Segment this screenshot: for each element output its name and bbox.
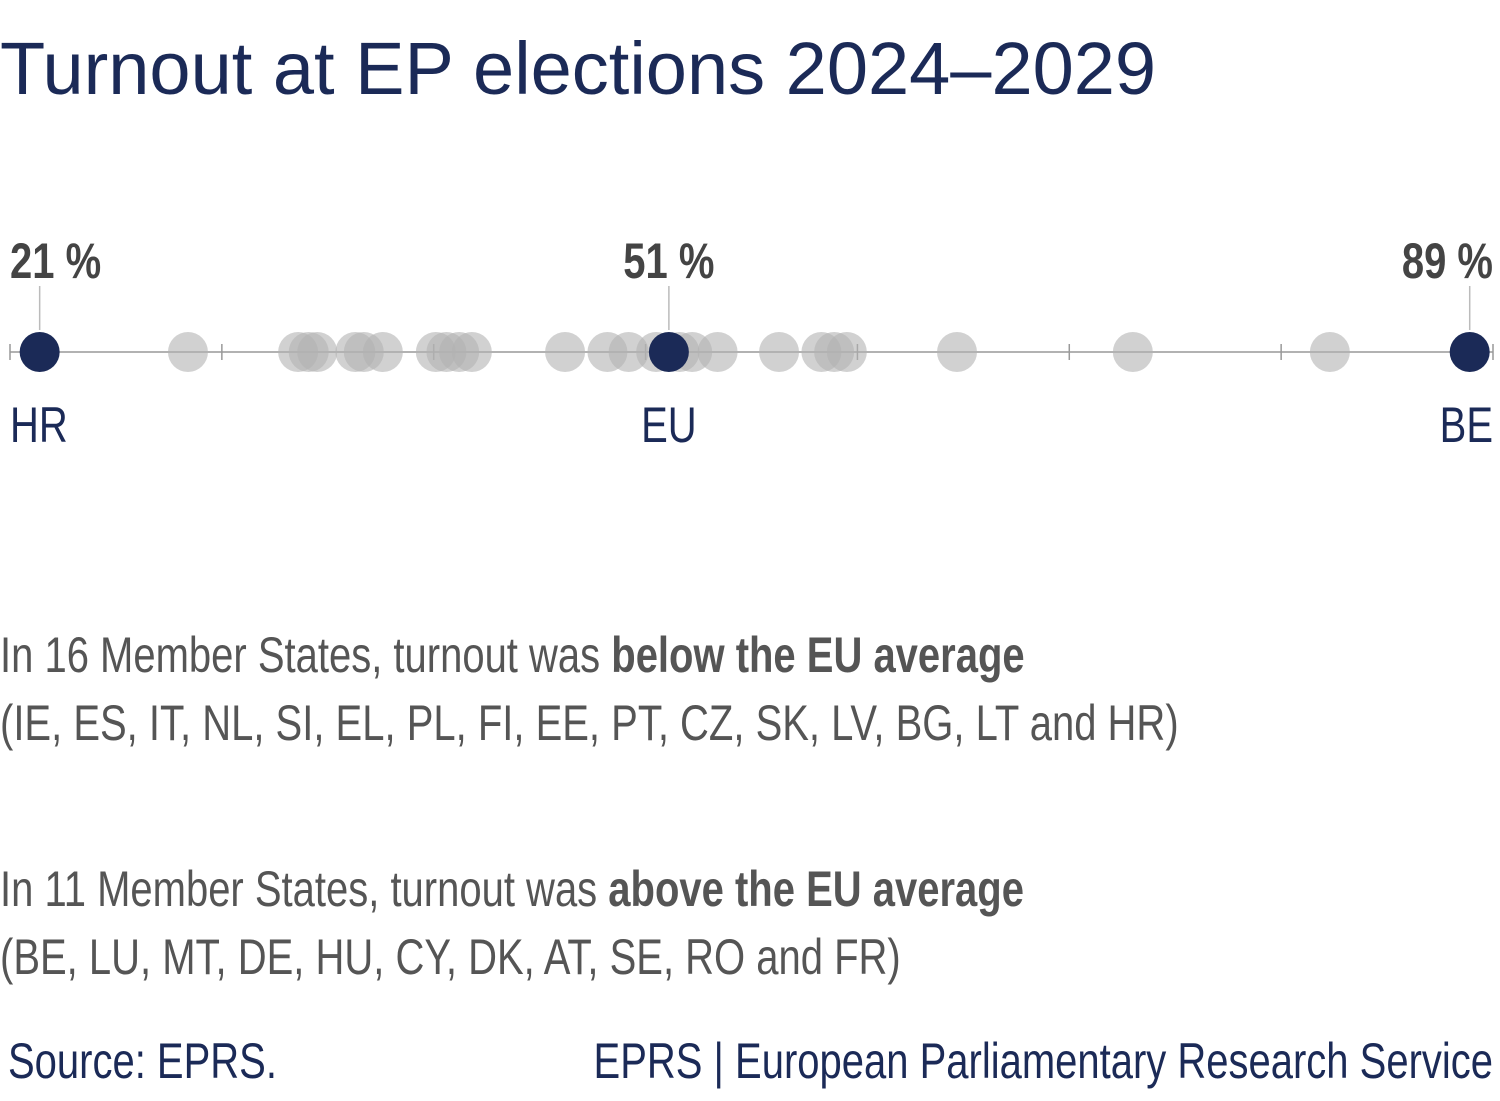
- highlight-dot: [648, 332, 689, 372]
- note-emphasis: above the EU average: [608, 861, 1024, 917]
- country-dot: [1309, 332, 1350, 372]
- category-label: EU: [641, 397, 697, 453]
- note-text: In 16 Member States, turnout was below t…: [0, 627, 1025, 683]
- country-dot: [297, 332, 338, 372]
- note-list: (BE, LU, MT, DE, HU, CY, DK, AT, SE, RO …: [0, 929, 901, 985]
- source: Source: EPRS.: [8, 1033, 277, 1089]
- note-lead: In 11 Member States, turnout was: [0, 861, 608, 917]
- chart-title: Turnout at EP elections 2024–2029: [0, 27, 1156, 110]
- category-label: HR: [10, 397, 68, 453]
- country-dot: [362, 332, 403, 372]
- country-dot: [608, 332, 649, 372]
- note-text: In 11 Member States, turnout was above t…: [0, 861, 1024, 917]
- country-dot: [697, 332, 738, 372]
- country-dot: [937, 332, 978, 372]
- value-label: 21 %: [10, 233, 101, 289]
- highlight-dot: [19, 332, 60, 372]
- note-list: (IE, ES, IT, NL, SI, EL, PL, FI, EE, PT,…: [0, 695, 1179, 751]
- value-label: 51 %: [623, 233, 714, 289]
- country-dot: [451, 332, 492, 372]
- country-dot: [545, 332, 586, 372]
- value-label: 89 %: [1402, 233, 1493, 289]
- highlight-dot: [1449, 332, 1490, 372]
- country-dot: [759, 332, 800, 372]
- country-dot: [1112, 332, 1153, 372]
- note-emphasis: below the EU average: [611, 627, 1024, 683]
- country-dot: [167, 332, 208, 372]
- note-lead: In 16 Member States, turnout was: [0, 627, 611, 683]
- category-label: BE: [1440, 397, 1493, 453]
- country-dot: [826, 332, 867, 372]
- credit: EPRS | European Parliamentary Research S…: [594, 1033, 1493, 1089]
